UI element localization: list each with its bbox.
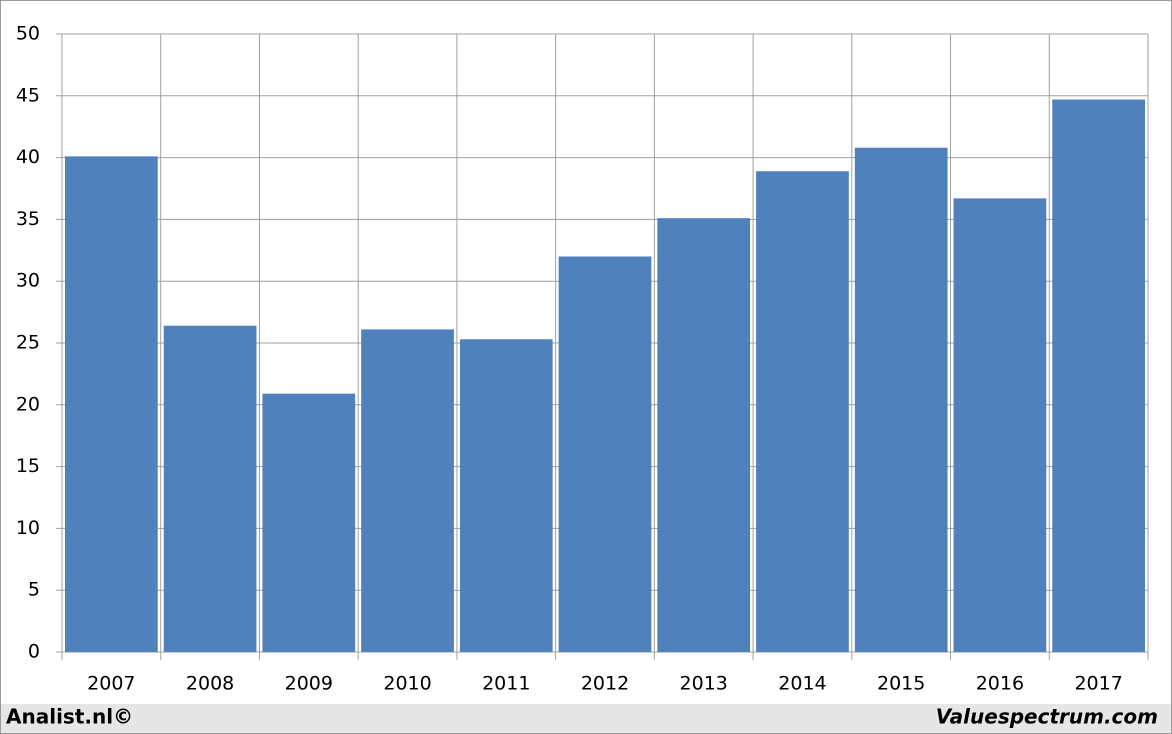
watermark: Valuespectrum.com (936, 705, 1158, 729)
bar (953, 198, 1047, 652)
source-label: Analist.nl© (6, 705, 133, 729)
x-tick-label: 2014 (778, 673, 826, 695)
y-tick-label: 40 (16, 146, 40, 168)
x-tick-label: 2009 (285, 673, 333, 695)
x-tick-label: 2016 (976, 673, 1024, 695)
x-tick-label: 2017 (1074, 673, 1122, 695)
y-tick-label: 0 (28, 641, 40, 663)
x-tick-label: 2012 (581, 673, 629, 695)
y-tick-label: 10 (16, 517, 40, 539)
y-tick-label: 20 (16, 393, 40, 415)
bar (361, 329, 454, 652)
bar (163, 325, 257, 652)
x-tick-label: 2010 (383, 673, 431, 695)
footer-bar (1, 704, 1171, 733)
y-tick-label: 25 (16, 332, 40, 354)
bar (756, 171, 849, 653)
y-tick-label: 15 (16, 455, 40, 477)
x-tick-label: 2007 (87, 673, 135, 695)
bar (262, 393, 356, 652)
x-tick-label: 2008 (186, 673, 234, 695)
y-tick-label: 45 (16, 84, 40, 106)
x-tick-label: 2011 (482, 673, 530, 695)
x-tick-label: 2015 (877, 673, 925, 695)
bar (459, 339, 553, 652)
y-tick-label: 5 (28, 579, 40, 601)
bar (1052, 99, 1145, 653)
bar (854, 147, 948, 652)
bar (657, 218, 751, 652)
y-tick-label: 30 (16, 270, 40, 292)
bar (558, 256, 652, 652)
x-tick-label: 2013 (680, 673, 728, 695)
y-tick-label: 35 (16, 208, 40, 230)
bar (65, 156, 158, 652)
y-tick-label: 50 (16, 23, 40, 45)
